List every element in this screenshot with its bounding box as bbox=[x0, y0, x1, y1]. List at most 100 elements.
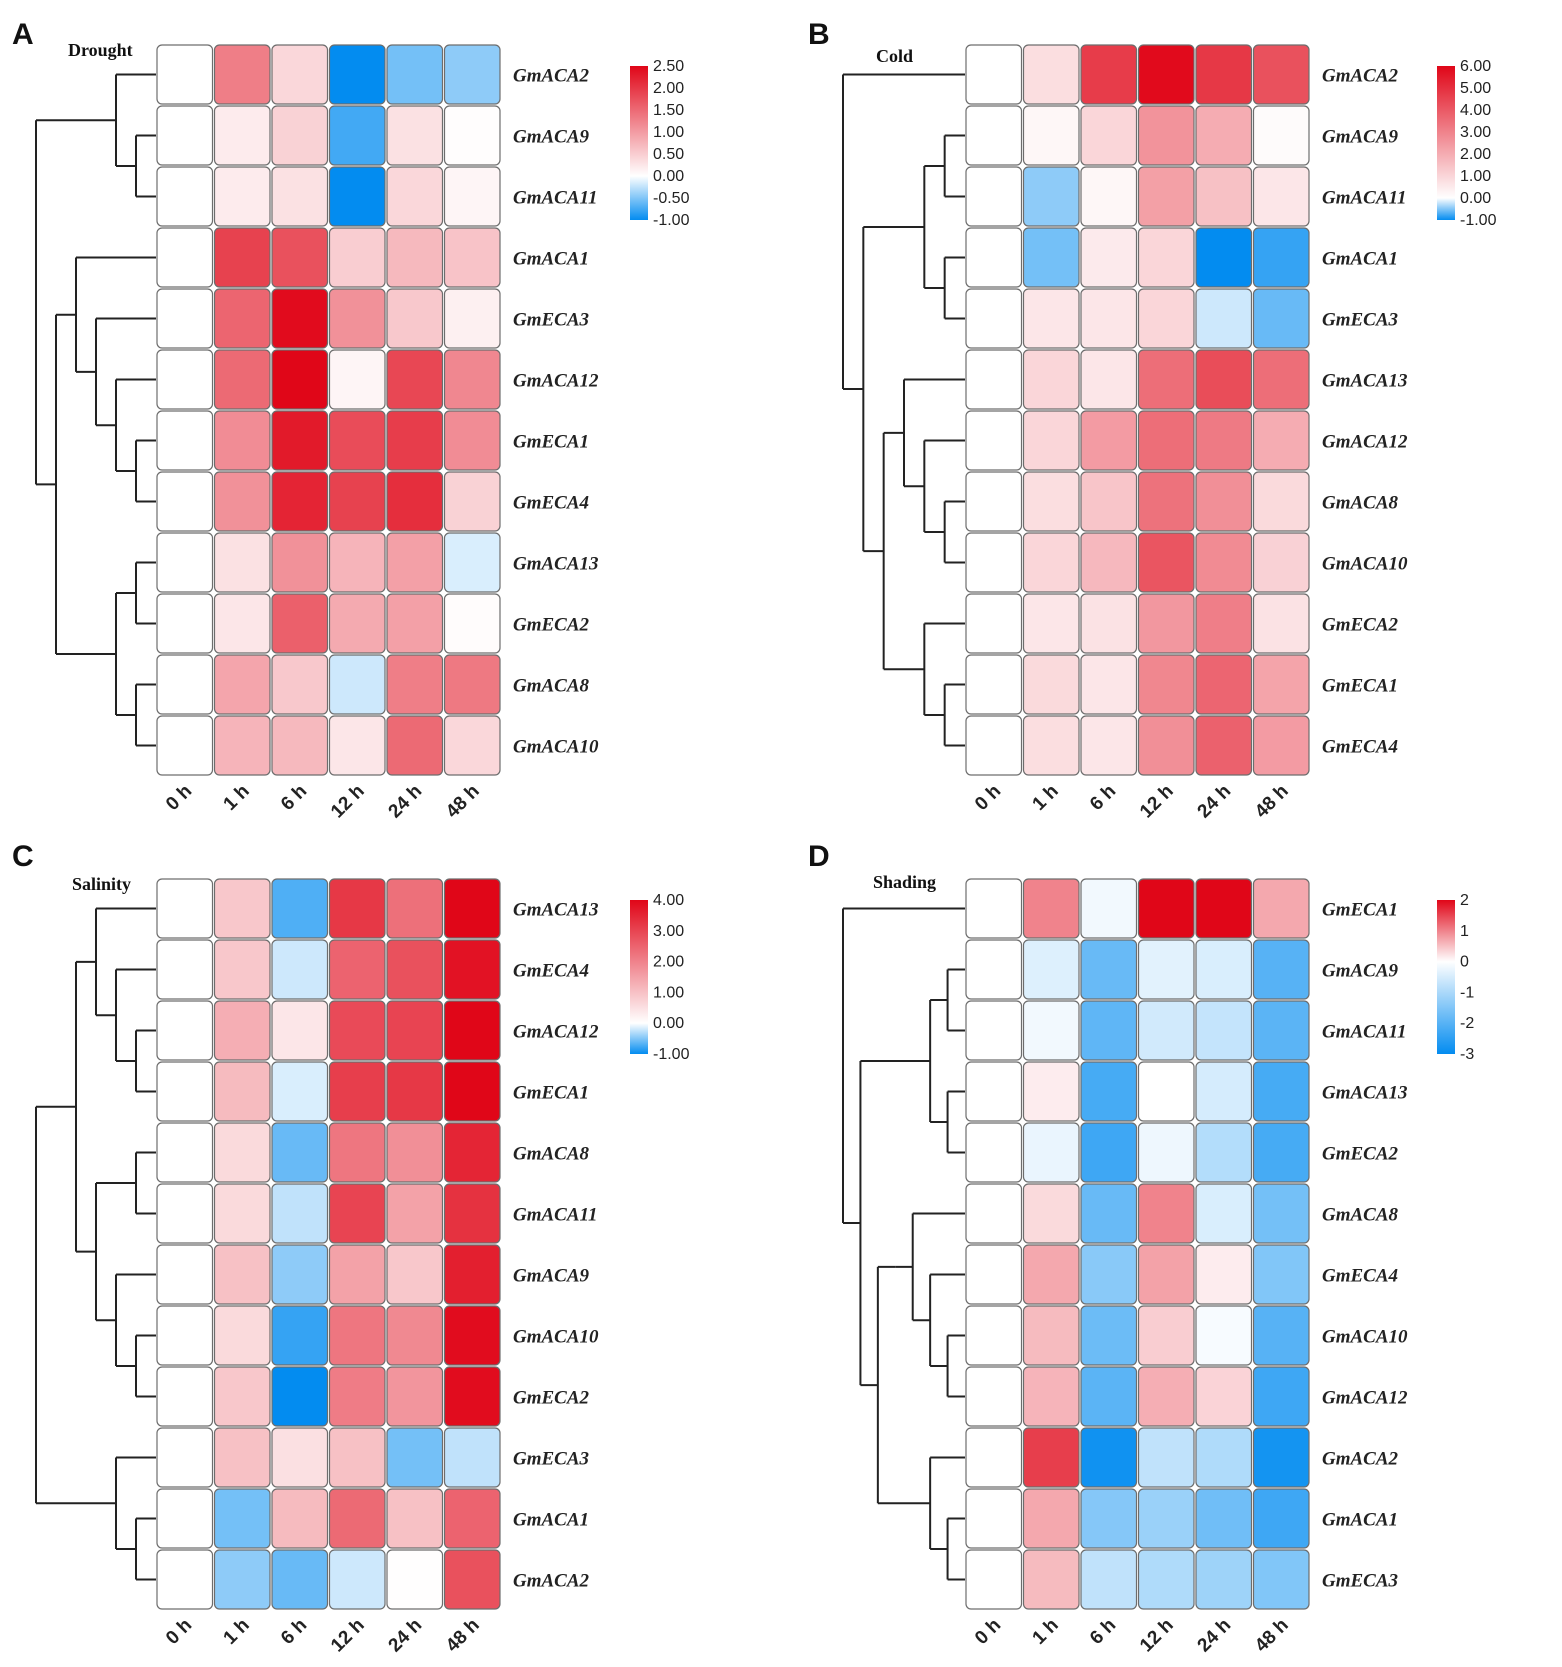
heatmap-cell bbox=[1022, 471, 1080, 532]
heatmap-cell bbox=[156, 1488, 214, 1549]
heatmap-cell bbox=[443, 878, 501, 939]
heatmap-cell bbox=[965, 593, 1023, 654]
gene-label: GmACA13 bbox=[513, 900, 599, 921]
heatmap-cell bbox=[1022, 44, 1080, 105]
legend-tick-label: -0.50 bbox=[653, 190, 690, 207]
legend-tick-label: 4.00 bbox=[1460, 102, 1491, 119]
heatmap-cell bbox=[386, 1244, 444, 1305]
legend-tick-label: 0.00 bbox=[653, 168, 684, 185]
heatmap-cell bbox=[1080, 1488, 1138, 1549]
heatmap-cell bbox=[1195, 1000, 1253, 1061]
heatmap-cell bbox=[156, 715, 214, 776]
time-label: 1 h bbox=[1029, 781, 1063, 815]
heatmap-cell bbox=[1252, 715, 1310, 776]
panel-letter: A bbox=[12, 18, 34, 51]
heatmap-cell bbox=[386, 1366, 444, 1427]
heatmap-cell bbox=[271, 227, 329, 288]
heatmap-cell bbox=[213, 471, 271, 532]
heatmap-cell bbox=[1252, 166, 1310, 227]
legend-tick-label: -2 bbox=[1460, 1015, 1474, 1032]
heatmap-cell bbox=[1195, 166, 1253, 227]
heatmap-cell bbox=[1080, 44, 1138, 105]
heatmap-cell bbox=[965, 1549, 1023, 1610]
heatmap-cell bbox=[965, 715, 1023, 776]
heatmap-cell bbox=[1022, 166, 1080, 227]
heatmap-cell bbox=[386, 44, 444, 105]
heatmap-cell bbox=[1252, 654, 1310, 715]
heatmap-cell bbox=[328, 1488, 386, 1549]
heatmap-cell bbox=[1080, 1244, 1138, 1305]
heatmap-cell bbox=[213, 1244, 271, 1305]
legend-tick-label: 2.00 bbox=[653, 954, 684, 971]
heatmap-cell bbox=[213, 1427, 271, 1488]
gene-label: GmACA12 bbox=[513, 371, 599, 392]
heatmap-cell bbox=[213, 410, 271, 471]
gene-label: GmECA1 bbox=[513, 1083, 589, 1104]
heatmap-cell bbox=[213, 1366, 271, 1427]
gene-label: GmACA9 bbox=[1322, 961, 1399, 982]
color-bar bbox=[630, 900, 648, 1054]
heatmap-cell bbox=[1137, 1183, 1195, 1244]
heatmap-cell bbox=[965, 288, 1023, 349]
time-label: 12 h bbox=[1136, 781, 1178, 823]
heatmap-cell bbox=[213, 1122, 271, 1183]
heatmap-cell bbox=[443, 471, 501, 532]
heatmap-cell bbox=[443, 939, 501, 1000]
legend-tick-label: 1.50 bbox=[653, 102, 684, 119]
heatmap-cell bbox=[1252, 1183, 1310, 1244]
heatmap-cell bbox=[328, 654, 386, 715]
heatmap-cell bbox=[386, 349, 444, 410]
heatmap-cell bbox=[213, 654, 271, 715]
heatmap-cell bbox=[328, 471, 386, 532]
gene-label: GmECA4 bbox=[1322, 737, 1398, 758]
gene-label: GmACA9 bbox=[513, 1266, 590, 1287]
heatmap-cell bbox=[328, 349, 386, 410]
heatmap-cell bbox=[386, 532, 444, 593]
heatmap-cell bbox=[328, 227, 386, 288]
heatmap-cell bbox=[328, 288, 386, 349]
heatmap-cell bbox=[965, 166, 1023, 227]
heatmap-cell bbox=[1195, 288, 1253, 349]
heatmap-cell bbox=[213, 1061, 271, 1122]
heatmap-cell bbox=[1195, 471, 1253, 532]
legend-tick-label: 3.00 bbox=[653, 923, 684, 940]
heatmap-cell bbox=[213, 878, 271, 939]
heatmap-cell bbox=[386, 288, 444, 349]
heatmap-cell bbox=[1137, 715, 1195, 776]
heatmap-cell bbox=[1137, 349, 1195, 410]
heatmap-cell bbox=[271, 532, 329, 593]
heatmap-cell bbox=[1080, 1122, 1138, 1183]
gene-label: GmECA1 bbox=[513, 432, 589, 453]
heatmap-cell bbox=[965, 44, 1023, 105]
heatmap-cell bbox=[965, 532, 1023, 593]
heatmap-cell bbox=[1252, 1122, 1310, 1183]
color-bar bbox=[1437, 900, 1455, 1054]
heatmap-cell bbox=[443, 1305, 501, 1366]
heatmap-cell bbox=[965, 939, 1023, 1000]
heatmap-cell bbox=[156, 288, 214, 349]
heatmap-panel-a: A Drought GmACA2 GmACA9 GmACA11 GmACA1 GmECA3 G… bbox=[12, 18, 690, 822]
gene-label: GmACA12 bbox=[1322, 1388, 1408, 1409]
heatmap-cell bbox=[1195, 1366, 1253, 1427]
heatmap-cell bbox=[271, 105, 329, 166]
heatmap-cell bbox=[328, 939, 386, 1000]
heatmap-cell bbox=[328, 715, 386, 776]
heatmap-cell bbox=[1080, 1183, 1138, 1244]
gene-label: GmECA1 bbox=[1322, 676, 1398, 697]
heatmap-cell bbox=[213, 288, 271, 349]
heatmap-cell bbox=[213, 593, 271, 654]
heatmap-cell bbox=[1137, 1000, 1195, 1061]
legend-tick-label: 1.00 bbox=[1460, 168, 1491, 185]
heatmap-cell bbox=[1252, 227, 1310, 288]
heatmap-cell bbox=[1195, 1305, 1253, 1366]
color-legend: 6.00 5.00 4.00 3.00 2.00 1.00 0.00 -1.00 bbox=[1437, 58, 1497, 229]
legend-tick-label: 1 bbox=[1460, 923, 1469, 940]
time-label: 24 h bbox=[1194, 781, 1236, 823]
heatmap-cell bbox=[1022, 654, 1080, 715]
heatmap-cell bbox=[156, 1549, 214, 1610]
heatmap-cell bbox=[1137, 105, 1195, 166]
heatmap-cell bbox=[1195, 410, 1253, 471]
heatmap-cell bbox=[1137, 939, 1195, 1000]
gene-label: GmACA11 bbox=[1322, 1022, 1406, 1043]
heatmap-cell bbox=[213, 1183, 271, 1244]
